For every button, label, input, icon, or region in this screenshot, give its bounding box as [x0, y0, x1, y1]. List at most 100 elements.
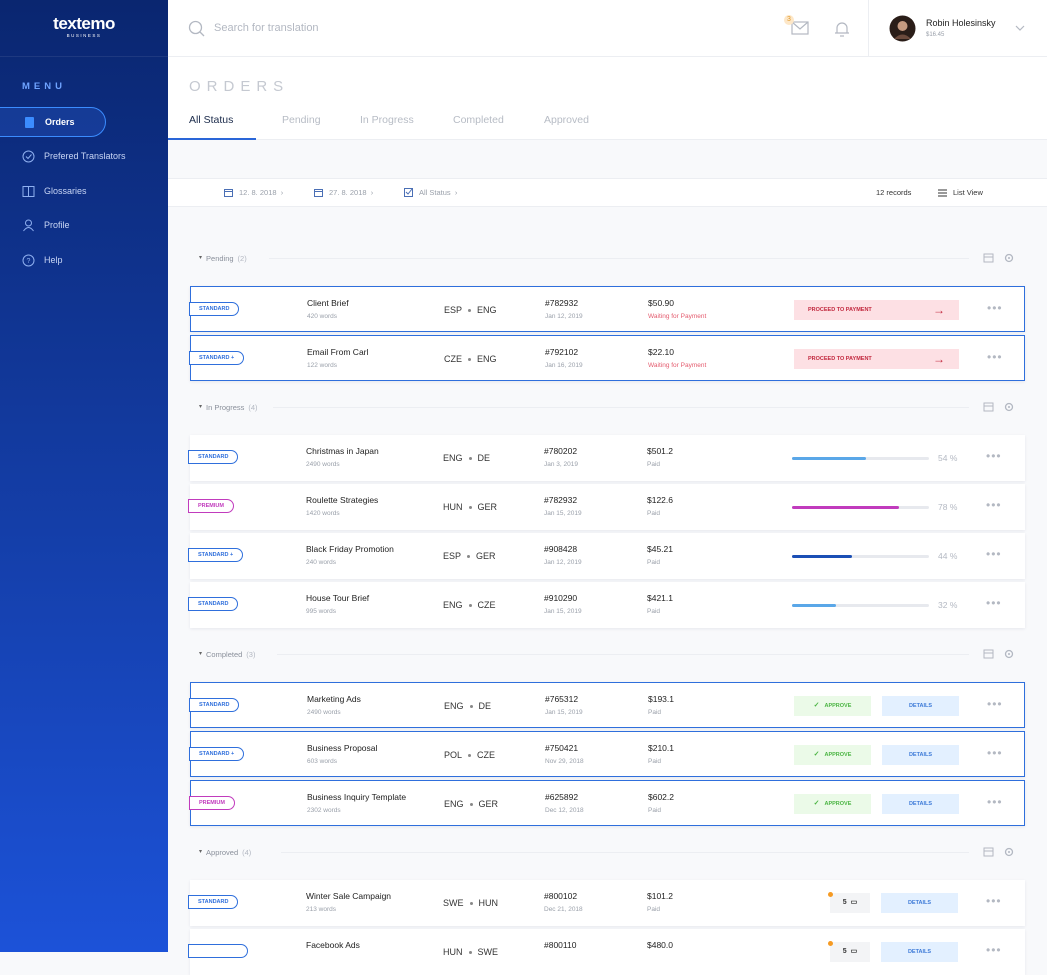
active-tab-indicator: [168, 138, 256, 140]
comments-button[interactable]: 5 ▭: [830, 893, 870, 913]
more-menu[interactable]: •••: [986, 498, 1002, 512]
lang-to: CZE: [477, 750, 496, 760]
menu-item-label: Glossaries: [44, 186, 87, 196]
order-row[interactable]: STANDARD Marketing Ads 2490 words ENG DE #765…: [189, 682, 1025, 728]
menu-label: MENU: [22, 81, 66, 92]
lang-from: POL: [444, 750, 463, 760]
languages: POL CZE: [444, 750, 495, 760]
details-button[interactable]: DETAILS: [882, 745, 959, 765]
group-actions: [983, 252, 1015, 266]
more-menu[interactable]: •••: [987, 301, 1003, 315]
more-menu[interactable]: •••: [987, 795, 1003, 809]
menu-item[interactable]: Orders: [0, 107, 106, 137]
order-row[interactable]: Facebook Ads HUN SWE #800110 $480.0 5 ▭ DETAILS…: [188, 929, 1025, 975]
order-title: Business Inquiry Template: [307, 792, 407, 802]
group-count: (3): [246, 650, 256, 660]
details-button[interactable]: DETAILS: [881, 893, 958, 913]
tab[interactable]: Completed: [453, 114, 504, 126]
date-from-filter[interactable]: 12. 8. 2018 ›: [224, 188, 283, 197]
menu-item[interactable]: Prefered Translators: [22, 146, 126, 166]
menu-icon: [22, 150, 35, 162]
date-to-filter[interactable]: 27. 8. 2018 ›: [314, 188, 373, 197]
group-header[interactable]: ▾ Completed (3): [199, 636, 1019, 672]
divider: [281, 852, 969, 854]
lang-from: ENG: [443, 453, 463, 463]
avatar: [889, 15, 916, 42]
order-title: Black Friday Promotion: [306, 544, 394, 554]
status-filter[interactable]: All Status ›: [404, 188, 457, 197]
order-row[interactable]: STANDARD + Black Friday Promotion 240 word…: [188, 533, 1025, 579]
tab[interactable]: Pending: [282, 114, 321, 126]
status: All Status: [419, 188, 451, 197]
payment-status: Paid: [647, 461, 661, 468]
group-icons[interactable]: [983, 648, 1015, 660]
price: $602.2: [648, 792, 674, 802]
tier-badge: PREMIUM: [189, 796, 235, 810]
more-menu[interactable]: •••: [987, 350, 1003, 364]
more-menu[interactable]: •••: [986, 547, 1002, 561]
caret: ▾: [199, 404, 203, 411]
more-menu[interactable]: •••: [987, 746, 1003, 760]
menu-item[interactable]: Glossaries: [22, 181, 87, 201]
approve-button[interactable]: ✓ APPROVE: [794, 745, 871, 765]
order-row[interactable]: PREMIUM Roulette Strategies 1420 words HUN G…: [188, 484, 1025, 530]
proceed-button[interactable]: PROCEED TO PAYMENT →: [794, 349, 959, 369]
order-title: House Tour Brief: [306, 593, 370, 603]
details-button[interactable]: DETAILS: [881, 942, 958, 962]
tab[interactable]: All Status: [189, 114, 234, 126]
order-row[interactable]: STANDARD Client Brief 420 words ESP ENG #7829…: [189, 286, 1025, 332]
comments-button[interactable]: 5 ▭: [830, 942, 870, 962]
order-row[interactable]: STANDARD Christmas in Japan 2490 words ENG D…: [188, 435, 1025, 481]
mail-icon[interactable]: [791, 21, 809, 35]
more-menu[interactable]: •••: [986, 943, 1002, 957]
button-label: APPROVE: [824, 801, 852, 807]
approve-button[interactable]: ✓ APPROVE: [794, 794, 871, 814]
search-input[interactable]: Search for translation: [214, 22, 319, 34]
group-header[interactable]: ▾ Pending (2): [199, 240, 1019, 276]
tab[interactable]: In Progress: [360, 114, 414, 126]
logo[interactable]: textemo BUSINESS: [0, 0, 168, 57]
word-count: 1420 words: [306, 510, 340, 517]
group-actions: [983, 401, 1015, 415]
caret: ▾: [199, 849, 203, 856]
bell-icon[interactable]: [834, 20, 850, 38]
lang-from: HUN: [443, 947, 463, 957]
lang-dot: [469, 704, 473, 708]
group-icons[interactable]: [983, 401, 1015, 413]
more-menu[interactable]: •••: [986, 449, 1002, 463]
group-icons[interactable]: [983, 252, 1015, 264]
more-menu[interactable]: •••: [987, 697, 1003, 711]
proceed-button[interactable]: PROCEED TO PAYMENT →: [794, 300, 959, 320]
group-header[interactable]: ▾ In Progress (4): [199, 389, 1019, 425]
details-button[interactable]: DETAILS: [882, 696, 959, 716]
progress-bar: [792, 506, 899, 509]
more-menu[interactable]: •••: [986, 894, 1002, 908]
more-menu[interactable]: •••: [986, 596, 1002, 610]
view-toggle[interactable]: List View: [938, 188, 983, 197]
caret: ▾: [199, 651, 203, 658]
user-menu[interactable]: Robin Holesinsky $16.45: [868, 0, 1047, 57]
order-row[interactable]: STANDARD + Email From Carl 122 words CZE ENG…: [189, 335, 1025, 381]
word-count: 213 words: [306, 906, 336, 913]
arrow: →: [933, 303, 945, 317]
group-name: Approved: [206, 848, 239, 858]
order-row[interactable]: STANDARD House Tour Brief 995 words ENG CZE #…: [188, 582, 1025, 628]
order-row[interactable]: STANDARD Winter Sale Campaign 213 words SWE…: [188, 880, 1025, 926]
menu-item[interactable]: ? Help: [22, 250, 63, 270]
price: $45.21: [647, 544, 673, 554]
price: $122.6: [647, 495, 673, 505]
order-id: #910290: [544, 593, 578, 603]
group-name: Pending: [206, 254, 234, 263]
menu-item[interactable]: Profile: [22, 215, 70, 235]
tab[interactable]: Approved: [544, 114, 589, 126]
group-icons[interactable]: [983, 846, 1015, 858]
lang-from: SWE: [443, 898, 464, 908]
group-header[interactable]: ▾ Approved (4): [199, 834, 1019, 870]
order-row[interactable]: PREMIUM Business Inquiry Template 2302 wor…: [189, 780, 1025, 826]
order-id: #792102: [545, 347, 579, 357]
order-id: #908428: [544, 544, 578, 554]
divider: [277, 654, 969, 656]
order-row[interactable]: STANDARD + Business Proposal 603 words POL C…: [189, 731, 1025, 777]
approve-button[interactable]: ✓ APPROVE: [794, 696, 871, 716]
details-button[interactable]: DETAILS: [882, 794, 959, 814]
